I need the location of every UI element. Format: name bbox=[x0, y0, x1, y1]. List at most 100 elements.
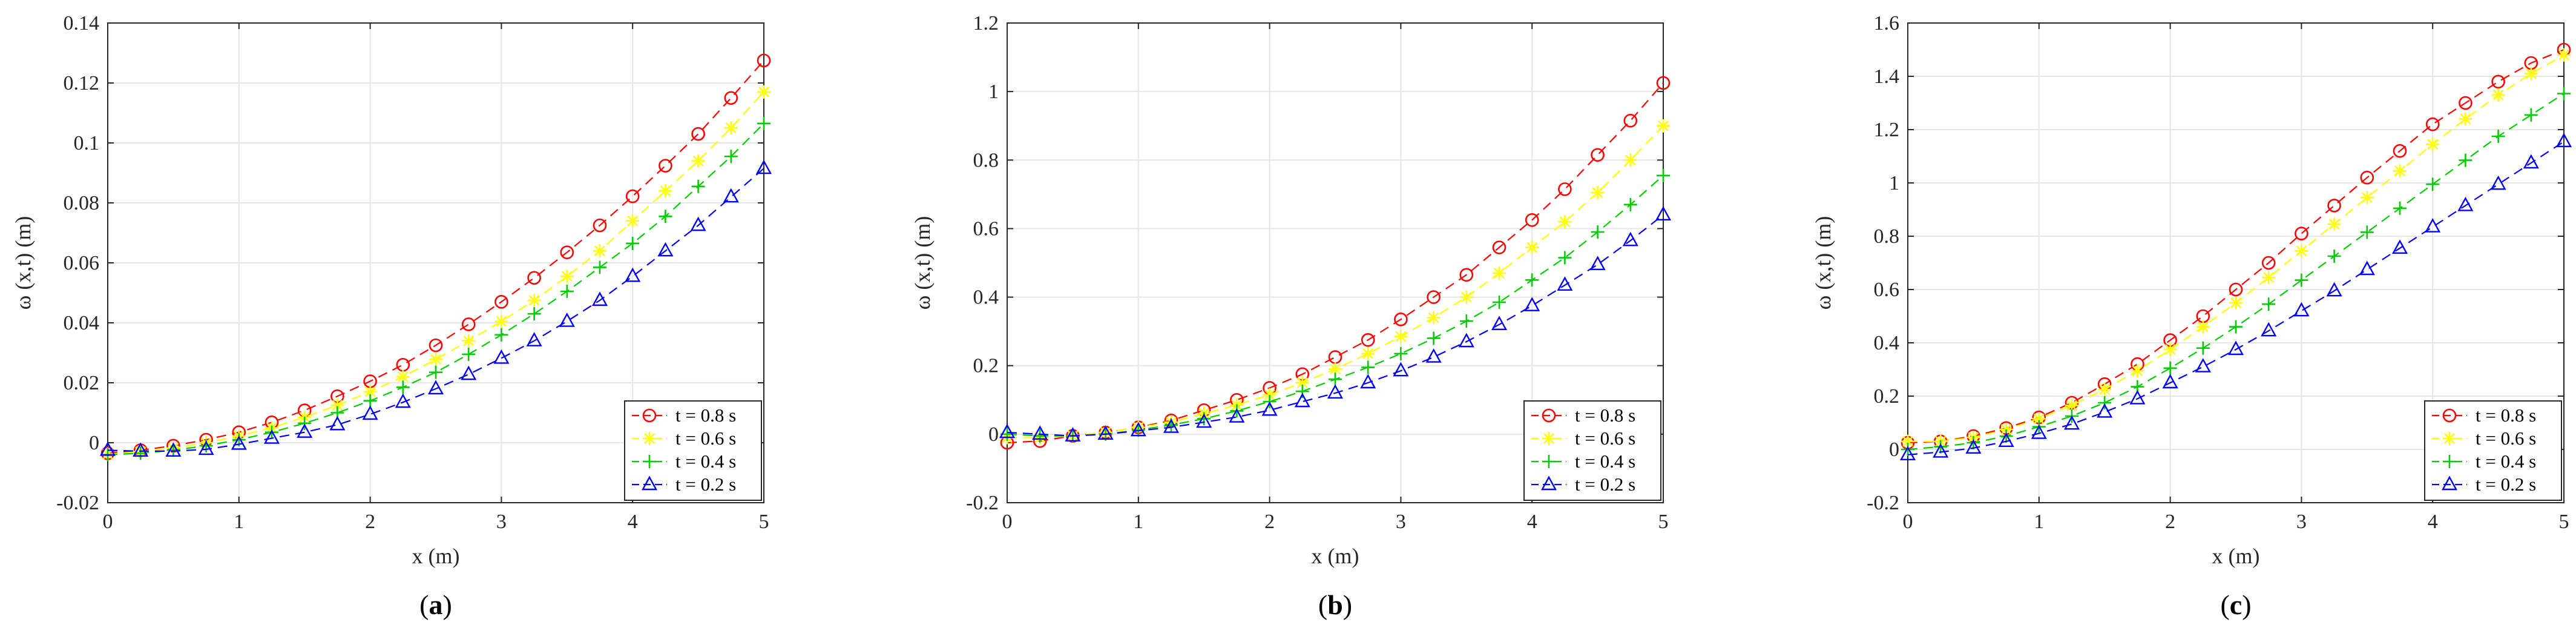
data-point bbox=[593, 218, 607, 233]
x-axis-title: x (m) bbox=[412, 544, 460, 568]
data-point bbox=[1196, 413, 1212, 428]
data-point bbox=[1394, 346, 1408, 360]
data-point bbox=[1492, 240, 1506, 254]
data-point bbox=[494, 328, 508, 342]
data-point bbox=[659, 210, 672, 223]
data-point bbox=[2293, 302, 2310, 317]
data-point bbox=[396, 370, 410, 384]
series-circle bbox=[100, 53, 771, 460]
data-point bbox=[2098, 383, 2112, 396]
axes-box bbox=[1007, 22, 1664, 503]
data-point bbox=[396, 380, 410, 394]
data-point bbox=[1655, 206, 1672, 220]
series-line bbox=[1007, 214, 1664, 437]
chart-panel-b: 0 1 2 3 4 5-0.200.20.40.60.811.2x (m)ω (x,t) … bbox=[910, 12, 1672, 620]
data-point bbox=[2163, 361, 2177, 375]
legend-label: t = 0.6 s bbox=[2476, 428, 2536, 449]
data-point bbox=[1329, 362, 1342, 376]
data-point bbox=[724, 91, 738, 105]
y-tick-label: 0.2 bbox=[1874, 385, 1900, 408]
y-tick-label: 0.6 bbox=[973, 217, 999, 240]
data-point bbox=[2295, 244, 2308, 258]
data-point bbox=[1327, 384, 1344, 399]
y-tick-label: 0.08 bbox=[64, 192, 100, 214]
data-point bbox=[1329, 372, 1342, 386]
data-point bbox=[757, 85, 770, 99]
data-point bbox=[263, 429, 280, 444]
data-point bbox=[2131, 364, 2144, 378]
data-point bbox=[2227, 340, 2244, 356]
series-triangle bbox=[99, 159, 772, 457]
data-point bbox=[1427, 311, 1441, 325]
legend-marker bbox=[1542, 432, 1556, 445]
data-point bbox=[2393, 144, 2407, 158]
data-point bbox=[1524, 297, 1540, 311]
data-point bbox=[1901, 443, 1914, 456]
y-tick-label: 1.4 bbox=[1874, 65, 1900, 88]
legend-box bbox=[2424, 400, 2562, 501]
data-point bbox=[427, 380, 444, 395]
series-triangle bbox=[999, 206, 1672, 442]
data-point bbox=[1657, 168, 1670, 182]
legend-label: t = 0.6 s bbox=[1575, 428, 1635, 449]
y-tick-label: 0.4 bbox=[973, 286, 999, 309]
x-tick-label: 3 bbox=[496, 511, 507, 533]
data-point bbox=[429, 365, 442, 379]
y-tick-label: 0 bbox=[988, 423, 999, 446]
data-point bbox=[2391, 239, 2408, 254]
x-tick-label: 1 bbox=[1133, 511, 1143, 533]
y-axis-title: ω (x,t) (m) bbox=[1811, 216, 1835, 310]
data-point bbox=[1557, 276, 1573, 291]
data-point bbox=[2129, 389, 2146, 405]
data-point bbox=[591, 291, 608, 306]
y-tick-label: 0.14 bbox=[64, 12, 100, 35]
legend: t = 0.8 st = 0.6 st = 0.4 st = 0.2 s bbox=[2424, 400, 2562, 501]
data-point bbox=[2063, 415, 2080, 430]
data-point bbox=[2262, 271, 2276, 285]
data-point bbox=[2425, 117, 2440, 131]
data-point bbox=[757, 116, 770, 130]
data-point bbox=[2459, 96, 2472, 110]
y-tick-label: 0.2 bbox=[973, 355, 999, 377]
y-tick-label: 1.2 bbox=[1874, 119, 1900, 141]
data-point bbox=[1394, 313, 1408, 326]
data-point bbox=[1229, 408, 1245, 423]
data-point bbox=[2196, 320, 2210, 334]
data-point bbox=[99, 441, 116, 456]
data-point bbox=[395, 393, 411, 408]
data-point bbox=[691, 154, 705, 168]
data-point bbox=[527, 307, 541, 321]
data-point bbox=[2557, 87, 2571, 101]
data-point bbox=[1623, 153, 1637, 167]
y-axis-title: ω (x,t) (m) bbox=[910, 216, 935, 310]
data-point bbox=[2359, 260, 2375, 276]
legend-label: t = 0.8 s bbox=[675, 405, 736, 426]
data-point bbox=[2557, 48, 2571, 62]
legend-marker bbox=[643, 455, 656, 468]
x-tick-label: 5 bbox=[1658, 511, 1669, 533]
y-tick-label: 0.02 bbox=[64, 372, 100, 394]
x-tick-label: 4 bbox=[628, 511, 638, 533]
x-tick-label: 2 bbox=[1264, 511, 1275, 533]
data-point bbox=[2065, 399, 2078, 412]
panel-label: (a) bbox=[419, 589, 452, 620]
series-triangle bbox=[1899, 133, 2572, 460]
data-point bbox=[2097, 403, 2113, 418]
data-point bbox=[461, 365, 477, 380]
data-point bbox=[999, 423, 1016, 438]
x-tick-label: 1 bbox=[2034, 511, 2044, 533]
data-point bbox=[133, 442, 149, 457]
legend-label: t = 0.8 s bbox=[1575, 405, 1635, 426]
data-point bbox=[593, 244, 606, 258]
data-point bbox=[1360, 374, 1376, 389]
data-point bbox=[1657, 119, 1670, 133]
data-point bbox=[560, 245, 574, 259]
data-point bbox=[1263, 388, 1276, 402]
data-point bbox=[2326, 282, 2342, 297]
legend-marker bbox=[1542, 455, 1556, 468]
data-point bbox=[2360, 170, 2374, 185]
data-point bbox=[2459, 153, 2472, 167]
legend-label: t = 0.6 s bbox=[675, 428, 736, 449]
panel-label: (b) bbox=[1318, 589, 1352, 620]
panel-letter: b bbox=[1327, 589, 1343, 620]
